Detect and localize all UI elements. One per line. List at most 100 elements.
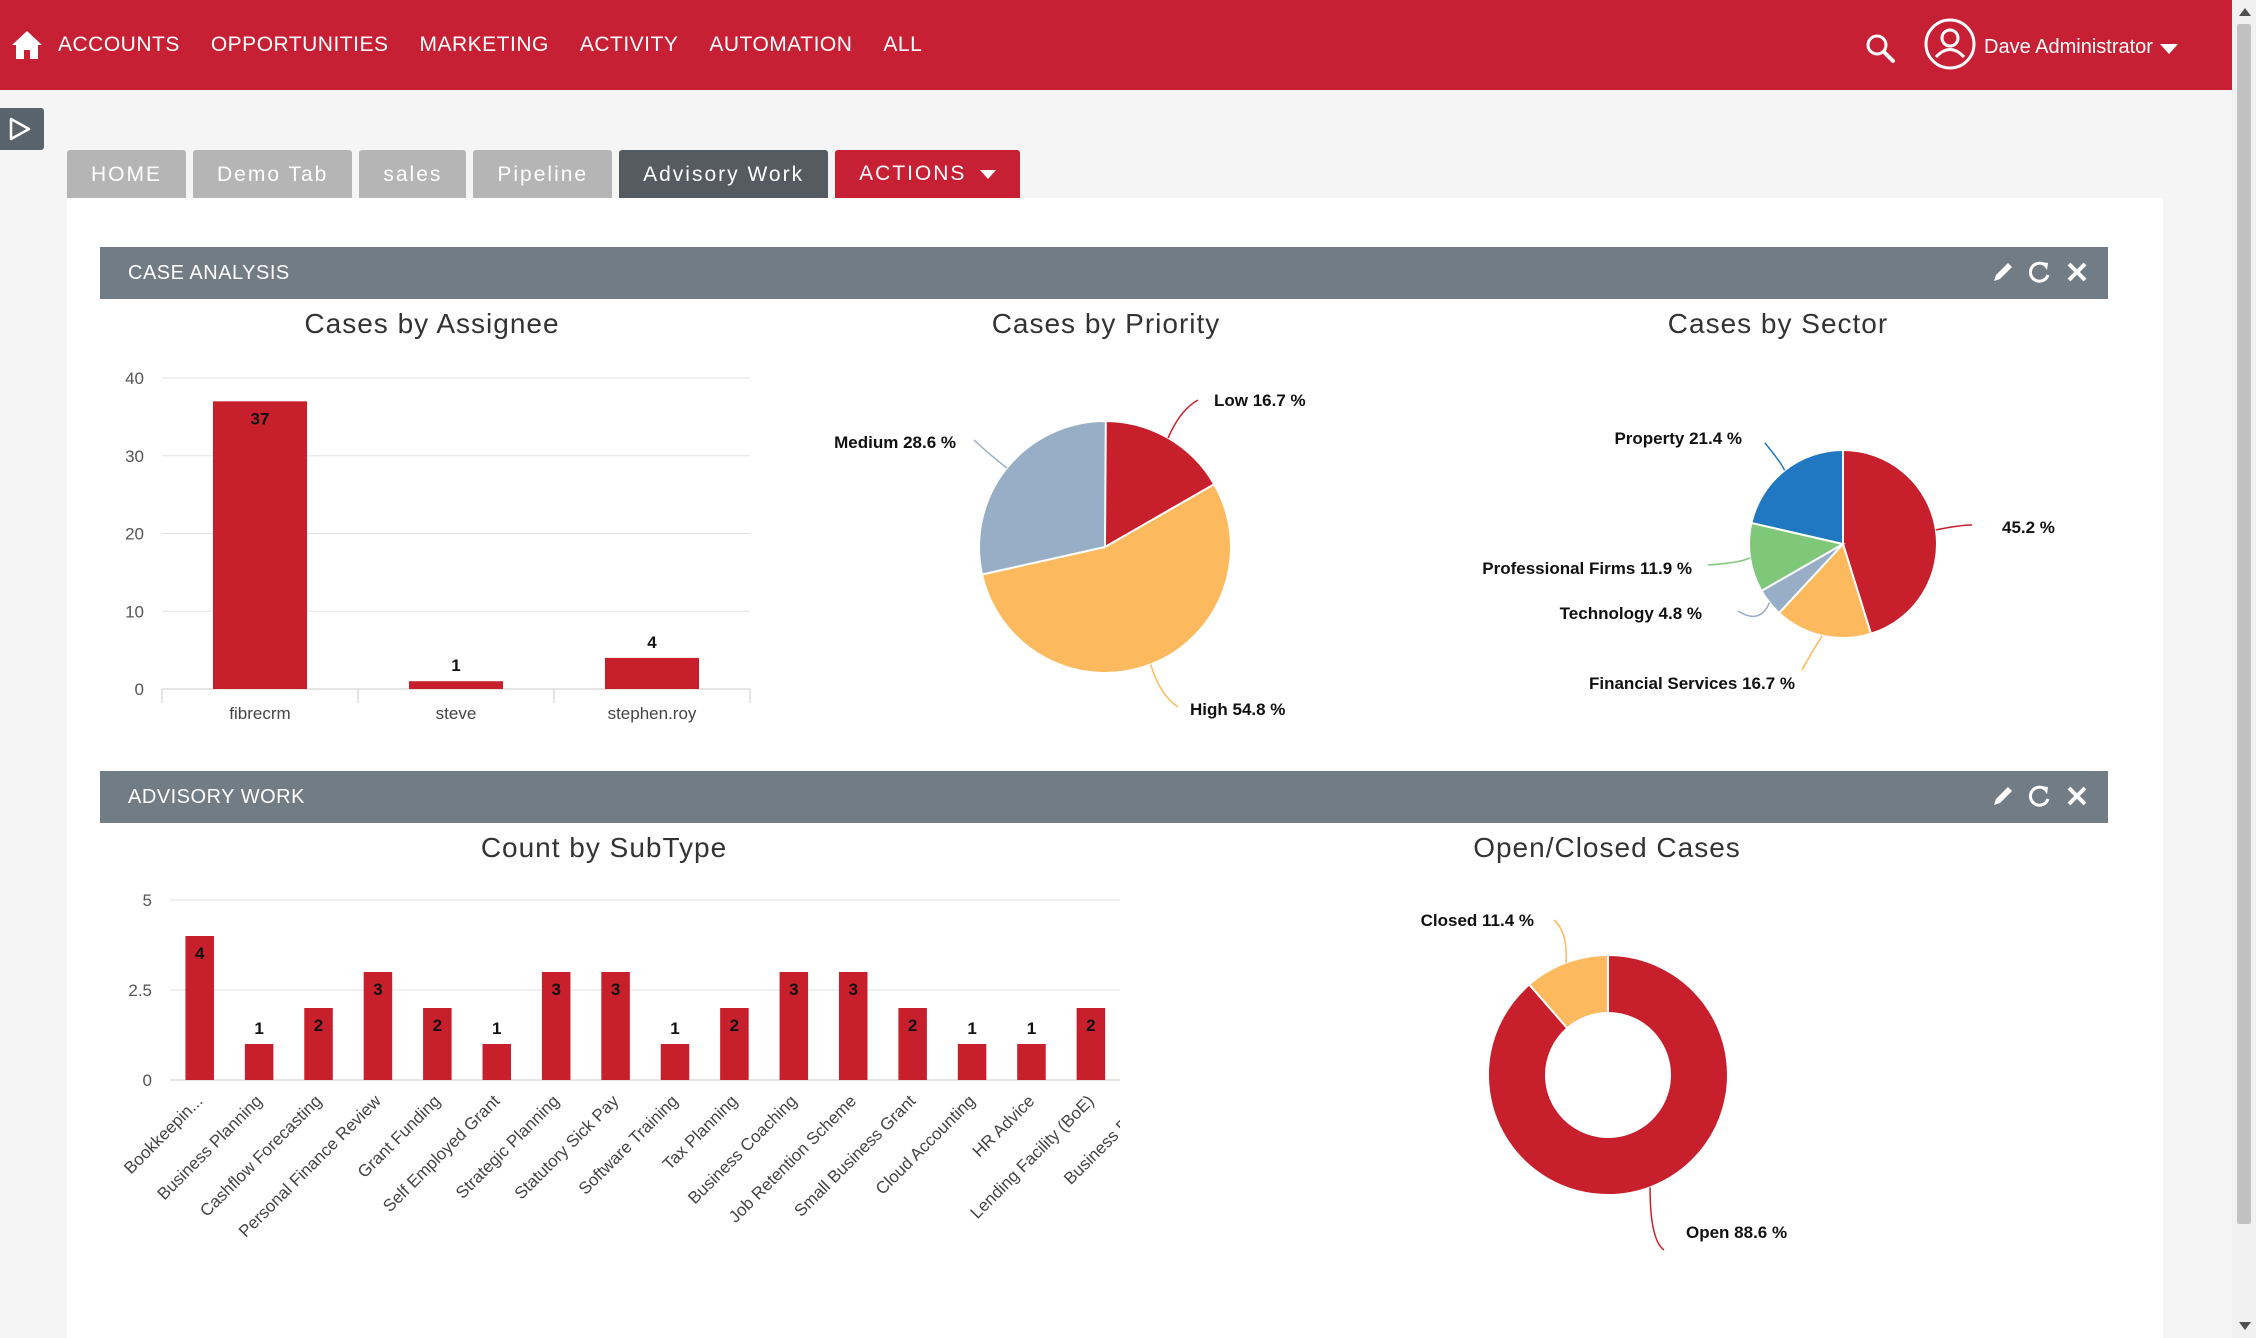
edit-pencil-icon[interactable] [1990,259,2016,285]
bar [720,1008,749,1080]
bar [660,1044,690,1080]
close-icon[interactable] [2064,259,2090,285]
home-icon[interactable] [10,28,44,62]
bar [363,972,393,1080]
data-label: 3 [551,980,560,999]
category-label: Self Employed Grant [379,1091,504,1216]
bar [1076,1008,1106,1080]
bar [541,972,571,1080]
tab-advisory-work[interactable]: Advisory Work [619,150,829,198]
scroll-down-arrow-icon[interactable] [2239,1322,2251,1330]
bar [779,972,809,1080]
nav-all[interactable]: ALL [883,33,923,56]
connector-line [1801,635,1823,671]
bar [957,1044,987,1080]
dashlet-title: ADVISORY WORK [128,786,305,808]
case-analysis-header: CASE ANALYSIS [100,247,2108,299]
chart-cases-by-priority: Low 16.7 % High 54.8 % Medium 28.6 % [834,391,1306,719]
pie-slice [1487,953,1729,1196]
nav-opportunities[interactable]: OPPORTUNITIES [210,33,389,56]
slice-label: Property 21.4 % [1614,429,1742,448]
data-label: 3 [849,980,858,999]
tab-sales[interactable]: sales [359,150,467,198]
user-menu-name[interactable]: Dave Administrator [1984,36,2153,58]
bar [604,657,700,689]
dashboard-content [67,198,2163,1338]
y-tick-label: 5 [143,891,152,910]
connector-line [1649,1187,1665,1251]
bar [408,681,504,689]
pie-slice [1748,521,1846,593]
data-label: 1 [492,1019,501,1038]
y-tick-label: 0 [143,1071,152,1090]
slice-label: Professional Firms 11.9 % [1482,559,1692,578]
user-avatar-icon[interactable] [1924,18,1976,70]
data-label: 1 [670,1019,679,1038]
nav-activity[interactable]: ACTIVITY [579,33,679,56]
nav-marketing[interactable]: MARKETING [419,33,549,56]
bar [898,1008,927,1080]
bar [304,1008,333,1080]
category-label: fibrecrm [229,704,290,723]
page-scrollbar[interactable] [2232,0,2256,1338]
data-label: 2 [314,1016,323,1035]
data-label: 2 [1086,1016,1095,1035]
slice-label: Technology 4.8 % [1560,604,1702,623]
search-icon[interactable] [1864,32,1896,64]
pie-slice [1777,542,1873,639]
data-label: 4 [195,944,205,963]
data-label: 1 [967,1019,976,1038]
data-label: 2 [730,1016,739,1035]
y-tick-label: 10 [125,602,144,621]
chart-cases-by-assignee: 0 10 20 30 40 37 fibrecrm 1 steve 4 stephen.roy [125,369,751,723]
edit-pencil-icon[interactable] [1990,783,2016,809]
actions-dropdown-button[interactable]: ACTIONS [835,150,1021,198]
bar [838,972,868,1080]
dashboard-tabs: HOME Demo Tab sales Pipeline Advisory Wo… [67,150,1027,198]
data-label: 1 [451,656,460,675]
category-label: steve [436,704,477,723]
main-nav: ACCOUNTS OPPORTUNITIES MARKETING ACTIVIT… [58,0,953,90]
tab-pipeline[interactable]: Pipeline [473,150,613,198]
scroll-up-arrow-icon[interactable] [2239,8,2251,16]
category-label: Business Coaching [684,1091,800,1207]
bar [423,1008,452,1080]
refresh-icon[interactable] [2027,259,2053,285]
tab-demo-tab[interactable]: Demo Tab [193,150,353,198]
pie-slice [978,420,1107,576]
slice-label: Low 16.7 % [1214,391,1306,410]
nav-accounts[interactable]: ACCOUNTS [58,33,180,56]
data-label: 2 [908,1016,917,1035]
slice-label: High 54.8 % [1190,700,1285,719]
slice-label: Financial Services 16.7 % [1589,674,1795,693]
data-label: 1 [254,1019,263,1038]
connector-line [1737,602,1771,618]
category-label: Strategic Planning [452,1091,563,1202]
top-navbar: ACCOUNTS OPPORTUNITIES MARKETING ACTIVIT… [0,0,2232,90]
data-label: 3 [611,980,620,999]
y-tick-label: 20 [125,525,144,544]
category-label: Cloud Accounting [872,1091,979,1198]
connector-line [1764,442,1786,471]
pie-slice [1842,448,1938,636]
chart-title-subtype: Count by SubType [480,832,728,863]
category-label: stephen.roy [608,704,697,723]
y-tick-label: 40 [125,369,144,388]
bar [601,972,630,1080]
tab-home[interactable]: HOME [67,150,186,198]
sidebar-toggle-button[interactable] [0,108,44,150]
connector-line [1149,664,1179,708]
slice-label: Open 88.6 % [1686,1223,1787,1242]
actions-label: ACTIONS [859,162,967,185]
refresh-icon[interactable] [2027,783,2053,809]
slice-label: Medium 28.6 % [834,433,956,452]
chart-title-sector: Cases by Sector [1667,308,1889,339]
chevron-down-icon[interactable] [2160,44,2178,54]
nav-automation[interactable]: AUTOMATION [709,33,853,56]
data-label: 4 [647,633,657,652]
connector-line [1553,919,1567,963]
bar [185,936,214,1080]
close-icon[interactable] [2064,783,2090,809]
scroll-thumb[interactable] [2237,24,2251,1224]
chart-open-closed-cases: Open 88.6 % Closed 11.4 % [1421,911,1787,1251]
